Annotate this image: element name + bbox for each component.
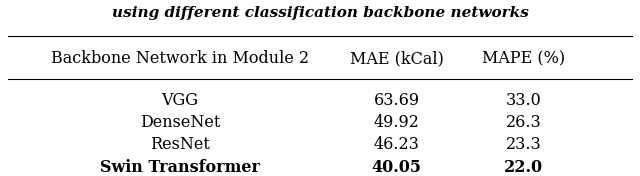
Text: using different classification backbone networks: using different classification backbone … (111, 6, 529, 20)
Text: Backbone Network in Module 2: Backbone Network in Module 2 (51, 50, 309, 67)
Text: 49.92: 49.92 (374, 114, 419, 131)
Text: 22.0: 22.0 (504, 159, 543, 176)
Text: 63.69: 63.69 (373, 92, 420, 109)
Text: VGG: VGG (161, 92, 198, 109)
Text: 26.3: 26.3 (506, 114, 542, 131)
Text: Swin Transformer: Swin Transformer (100, 159, 260, 176)
Text: 46.23: 46.23 (374, 136, 419, 153)
Text: MAPE (%): MAPE (%) (483, 50, 566, 67)
Text: 23.3: 23.3 (506, 136, 542, 153)
Text: 40.05: 40.05 (371, 159, 422, 176)
Text: DenseNet: DenseNet (140, 114, 220, 131)
Text: 33.0: 33.0 (506, 92, 542, 109)
Text: ResNet: ResNet (150, 136, 210, 153)
Text: MAE (kCal): MAE (kCal) (349, 50, 444, 67)
